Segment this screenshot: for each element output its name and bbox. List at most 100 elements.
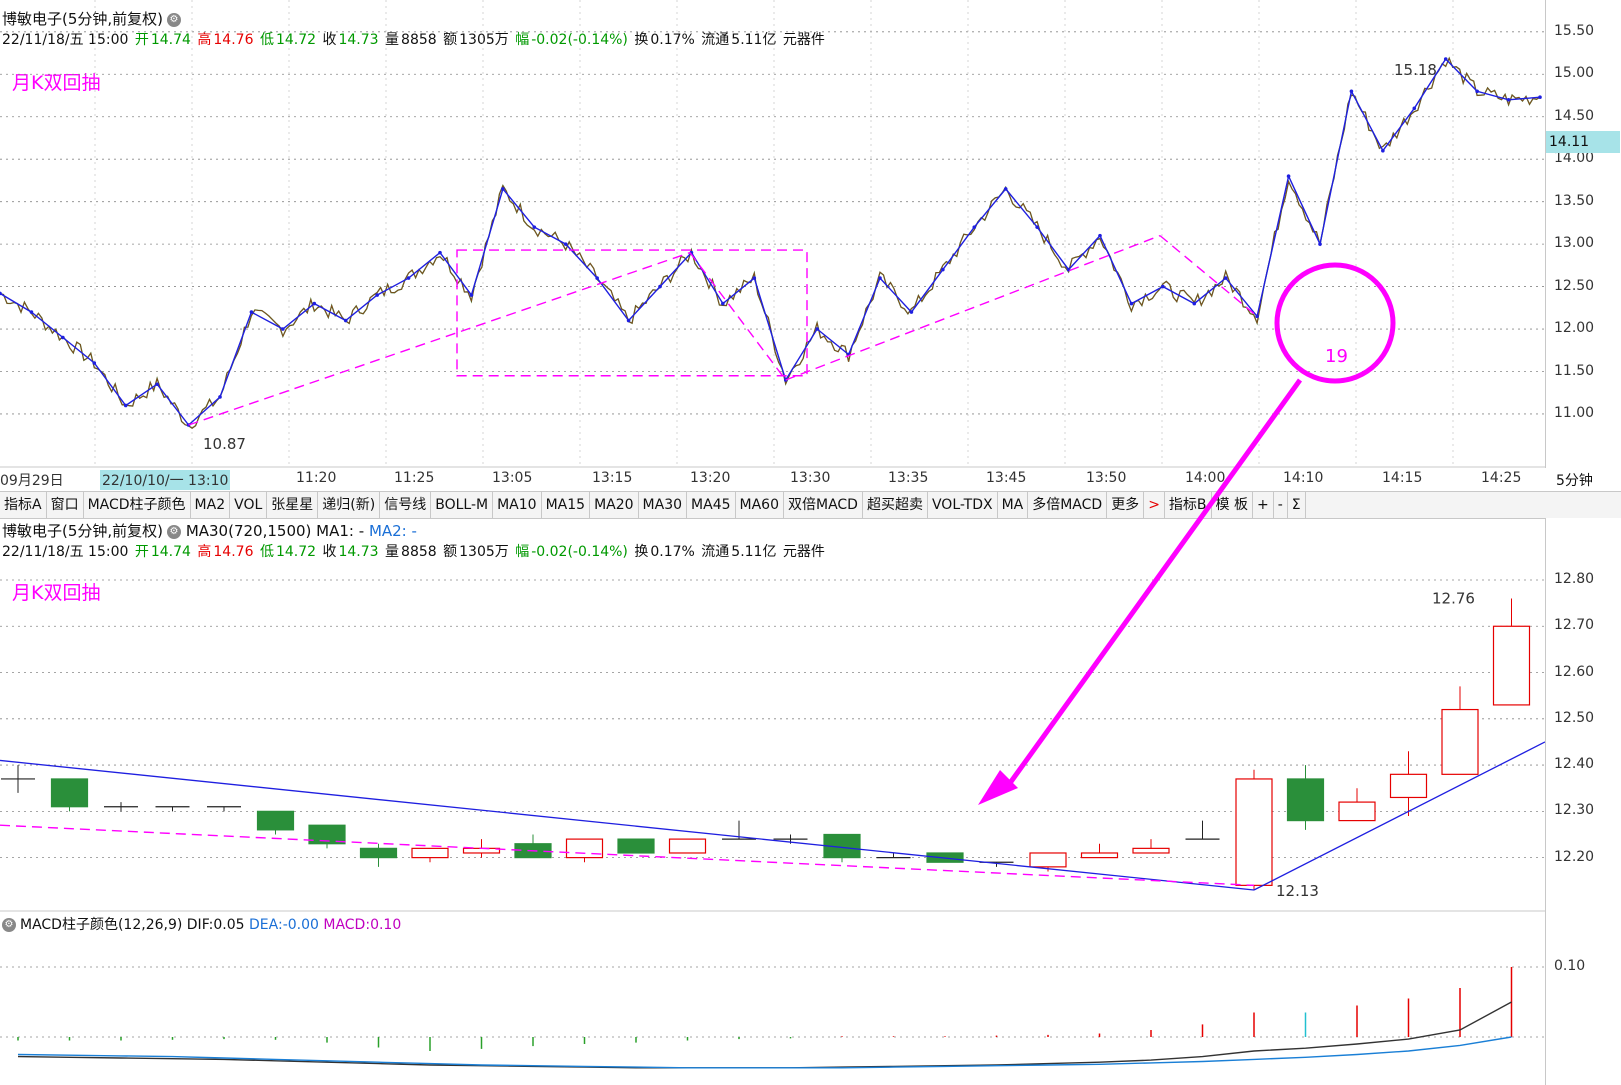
axis-tick: 14.50	[1554, 107, 1595, 124]
time-axis: 22/10/10/一 13:10 09月29日 11:20 11:25 13:05 13…	[0, 468, 1545, 490]
toolbar-item-11[interactable]: MA20	[590, 492, 639, 518]
toolbar-item-10[interactable]: MA15	[542, 492, 591, 518]
high-label: 高	[197, 32, 212, 48]
dashed-trendline	[188, 251, 691, 426]
sub-chg-label: 幅	[515, 544, 530, 560]
zigzag-point	[0, 291, 2, 296]
zigzag-point	[658, 284, 662, 289]
toolbar-item-5[interactable]: 张星星	[267, 492, 319, 518]
axis-tick: 13.00	[1554, 235, 1595, 252]
toolbar-item-8[interactable]: BOLL-M	[431, 492, 494, 518]
dashed-trendline	[0, 824, 1255, 887]
candle-body	[50, 778, 89, 808]
zigzag-point	[218, 395, 222, 399]
period-label[interactable]: 5分钟	[1556, 473, 1593, 489]
candlestick-chart[interactable]: 12.13 12.76	[0, 518, 1545, 912]
toolbar-item-16[interactable]: 超买超卖	[863, 492, 928, 518]
axis-tick: 12.50	[1554, 709, 1595, 726]
sub-vol-label: 量	[385, 544, 400, 560]
candle-body	[411, 847, 449, 859]
toolbar-item-6[interactable]: 递归(新)	[318, 492, 381, 518]
current-price-marker: 14.11	[1546, 131, 1620, 153]
zigzag-point	[815, 327, 819, 331]
toolbar-item-0[interactable]: 指标A	[0, 492, 47, 518]
zigzag-point	[469, 293, 474, 297]
toolbar-item-1[interactable]: 窗口	[47, 492, 84, 518]
toolbar-item-7[interactable]: 信号线	[380, 492, 432, 518]
candle-body	[565, 838, 604, 859]
candle-body	[1338, 801, 1376, 822]
toolbar-item-4[interactable]: VOL	[230, 492, 268, 518]
sub-low-value: 14.72	[275, 544, 317, 560]
time-label: 14:25	[1481, 470, 1522, 486]
candle-body	[1389, 773, 1428, 799]
zigzag-point	[123, 403, 128, 408]
toolbar-right-item-0[interactable]: 指标B	[1165, 492, 1212, 518]
vol-value: 8858	[401, 32, 437, 48]
candle-body	[1286, 778, 1325, 822]
sub-turn-label: 换	[634, 544, 649, 560]
macd-chart[interactable]	[0, 912, 1545, 1085]
axis-tick: 12.00	[1554, 320, 1595, 337]
toolbar-item-15[interactable]: 双倍MACD	[784, 492, 863, 518]
low-annotation: 12.13	[1276, 882, 1319, 900]
toolbar-item-2[interactable]: MACD柱子颜色	[84, 492, 191, 518]
axis-tick: 0.10	[1554, 958, 1586, 974]
ma2-label: MA2: -	[368, 522, 417, 540]
macd-title-line: ⚙ MACD柱子颜色(12,26,9) DIF:0.05 DEA:-0.00 MA…	[2, 914, 401, 934]
sub-float-label: 流通	[701, 544, 730, 560]
zigzag-point	[941, 267, 945, 272]
candle-body	[1132, 847, 1170, 854]
time-label: 14:10	[1283, 470, 1324, 486]
industry: 元器件	[782, 32, 825, 48]
axis-tick: 12.70	[1554, 617, 1595, 634]
candle-body	[359, 847, 398, 859]
main-price-chart[interactable]: 19 10.87 15.18	[0, 0, 1545, 468]
toolbar-item-13[interactable]: MA45	[687, 492, 736, 518]
zigzag-point	[501, 187, 505, 191]
zigzag-point	[1349, 89, 1354, 94]
axis-tick: 14.00	[1554, 150, 1595, 167]
toolbar-item-18[interactable]: MA	[998, 492, 1029, 518]
toolbar-item-3[interactable]: MA2	[191, 492, 231, 518]
zigzag-point	[281, 327, 285, 331]
toolbar-item-9[interactable]: MA10	[493, 492, 542, 518]
zigzag-point	[249, 310, 254, 314]
toolbar-more-arrow[interactable]: >	[1144, 492, 1165, 518]
toolbar-item-19[interactable]: 多倍MACD	[1028, 492, 1108, 518]
zigzag-point	[1412, 106, 1417, 111]
toolbar-right-item-4[interactable]: Σ	[1288, 492, 1306, 518]
toolbar-item-20[interactable]: 更多	[1107, 492, 1145, 518]
sub-quote-date: 22/11/18/五 15:00	[2, 544, 129, 560]
zigzag-point	[532, 225, 537, 229]
sub-amt-value: 1305万	[459, 544, 509, 560]
toolbar-right-item-3[interactable]: -	[1274, 492, 1288, 518]
axis-tick: 12.60	[1554, 663, 1595, 680]
dif-value: 0.05	[213, 917, 245, 933]
settings-icon[interactable]: ⚙	[167, 12, 182, 27]
toolbar-right-item-1[interactable]: 模 板	[1212, 492, 1253, 518]
toolbar-item-14[interactable]: MA60	[736, 492, 784, 518]
zigzag-point	[752, 276, 757, 280]
sub-title-line: 博敏电子(5分钟,前复权) ⚙ MA30(720,1500) MA1: - MA2…	[2, 520, 417, 541]
macd-settings-icon[interactable]: ⚙	[2, 918, 16, 932]
price-line-up	[0, 57, 1541, 429]
candle-body	[1235, 778, 1273, 886]
zigzag-line	[0, 57, 1541, 427]
sub-settings-icon[interactable]: ⚙	[167, 524, 182, 539]
dea-label: DEA:	[249, 917, 283, 933]
toolbar-item-12[interactable]: MA30	[639, 492, 688, 518]
dashed-trendline	[689, 252, 787, 381]
sub-open-label: 开	[134, 544, 149, 560]
zigzag-point	[1475, 89, 1479, 94]
zigzag-point	[1035, 225, 1039, 229]
time-label: 13:35	[888, 470, 929, 486]
toolbar-item-17[interactable]: VOL-TDX	[928, 492, 998, 518]
dashed-trendline	[785, 234, 1161, 381]
trendline-down	[0, 759, 1255, 891]
zigzag-point	[1098, 233, 1102, 238]
toolbar-right-item-2[interactable]: +	[1253, 492, 1274, 518]
sub-strategy-label: 月K双回抽	[12, 582, 101, 604]
turn-label: 换	[634, 32, 649, 48]
candle-body	[1492, 625, 1531, 706]
